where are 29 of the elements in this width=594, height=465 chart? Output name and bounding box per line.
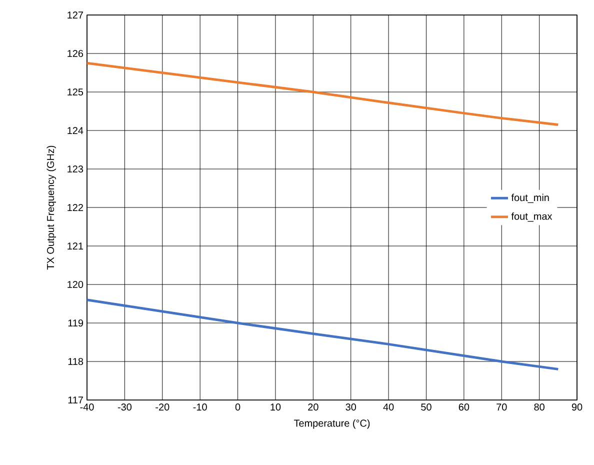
y-tick-label: 126 <box>68 50 84 58</box>
x-tick-label: -30 <box>118 404 132 411</box>
x-tick-label: 60 <box>458 404 470 411</box>
x-tick-label: 50 <box>421 404 432 411</box>
x-tick-label: 80 <box>534 404 544 411</box>
x-axis-title: Temperature (°C) <box>294 419 370 429</box>
y-axis-title: TX Output Frequency (GHz) <box>46 146 56 270</box>
x-tick-label: 90 <box>572 404 582 411</box>
x-tick-label: -10 <box>193 404 207 411</box>
y-tick-label: 118 <box>68 358 84 366</box>
y-tick-label: 124 <box>68 127 84 134</box>
y-tick-label: 125 <box>68 88 84 96</box>
x-tick-label: -20 <box>156 404 170 411</box>
y-tick-label: 120 <box>68 280 84 288</box>
legend-label: fout_min <box>511 194 549 204</box>
y-tick-label: 127 <box>68 12 83 18</box>
y-tick-label: 123 <box>68 165 84 173</box>
x-tick-label: 30 <box>346 404 356 411</box>
x-tick-label: 40 <box>383 404 394 411</box>
x-tick-label: 0 <box>235 404 240 411</box>
y-tick-label: 122 <box>68 204 83 211</box>
legend-label: fout_max <box>511 212 552 222</box>
x-tick-label: 70 <box>496 404 507 411</box>
y-tick-label: 119 <box>68 319 84 327</box>
x-tick-label: 20 <box>308 404 318 411</box>
x-tick-label: -40 <box>80 404 94 411</box>
x-tick-label: 10 <box>270 404 281 411</box>
y-tick-label: 117 <box>68 396 83 404</box>
y-tick-label: 121 <box>68 242 83 250</box>
